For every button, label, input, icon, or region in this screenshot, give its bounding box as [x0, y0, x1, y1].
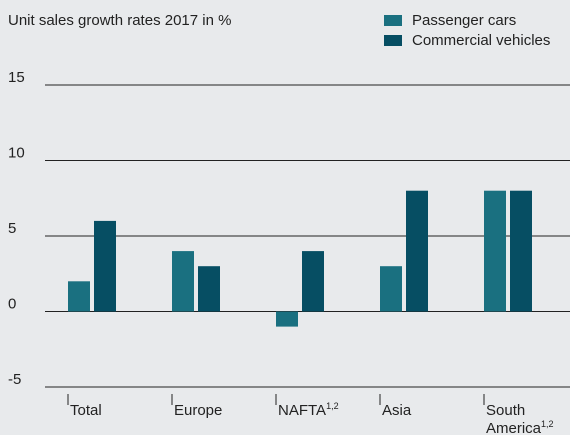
y-tick-label: -5	[8, 371, 21, 388]
category-label: Europe	[174, 402, 222, 419]
chart-title: Unit sales growth rates 2017 in %	[8, 12, 232, 29]
legend-item-commercial-vehicles: Commercial vehicles	[384, 32, 550, 49]
y-tick-label: 0	[8, 296, 16, 313]
category-label: Total	[70, 402, 102, 419]
legend-label-passenger-cars: Passenger cars	[412, 12, 517, 29]
category-label: Asia	[382, 402, 412, 419]
bar-commercial-vehicles	[406, 190, 428, 312]
bar-passenger-cars	[68, 281, 90, 312]
legend-label-commercial-vehicles: Commercial vehicles	[412, 32, 551, 49]
y-tick-label: 10	[8, 145, 25, 162]
bar-commercial-vehicles	[94, 220, 116, 312]
bar-commercial-vehicles	[198, 266, 220, 312]
bar-commercial-vehicles	[302, 251, 324, 312]
bar-passenger-cars	[276, 311, 298, 327]
legend-swatch-commercial-vehicles	[384, 35, 402, 46]
bar-passenger-cars	[172, 251, 194, 312]
category-label: NAFTA1,2	[278, 401, 339, 419]
bar-passenger-cars	[484, 190, 506, 312]
bar-passenger-cars	[380, 266, 402, 312]
legend-item-passenger-cars: Passenger cars	[384, 12, 516, 29]
y-tick-label: 5	[8, 220, 16, 237]
category-label: South	[486, 402, 525, 419]
legend-swatch-passenger-cars	[384, 15, 402, 26]
category-label-line2: America1,2	[486, 419, 554, 435]
bar-commercial-vehicles	[510, 190, 532, 312]
y-tick-label: 15	[8, 69, 25, 86]
